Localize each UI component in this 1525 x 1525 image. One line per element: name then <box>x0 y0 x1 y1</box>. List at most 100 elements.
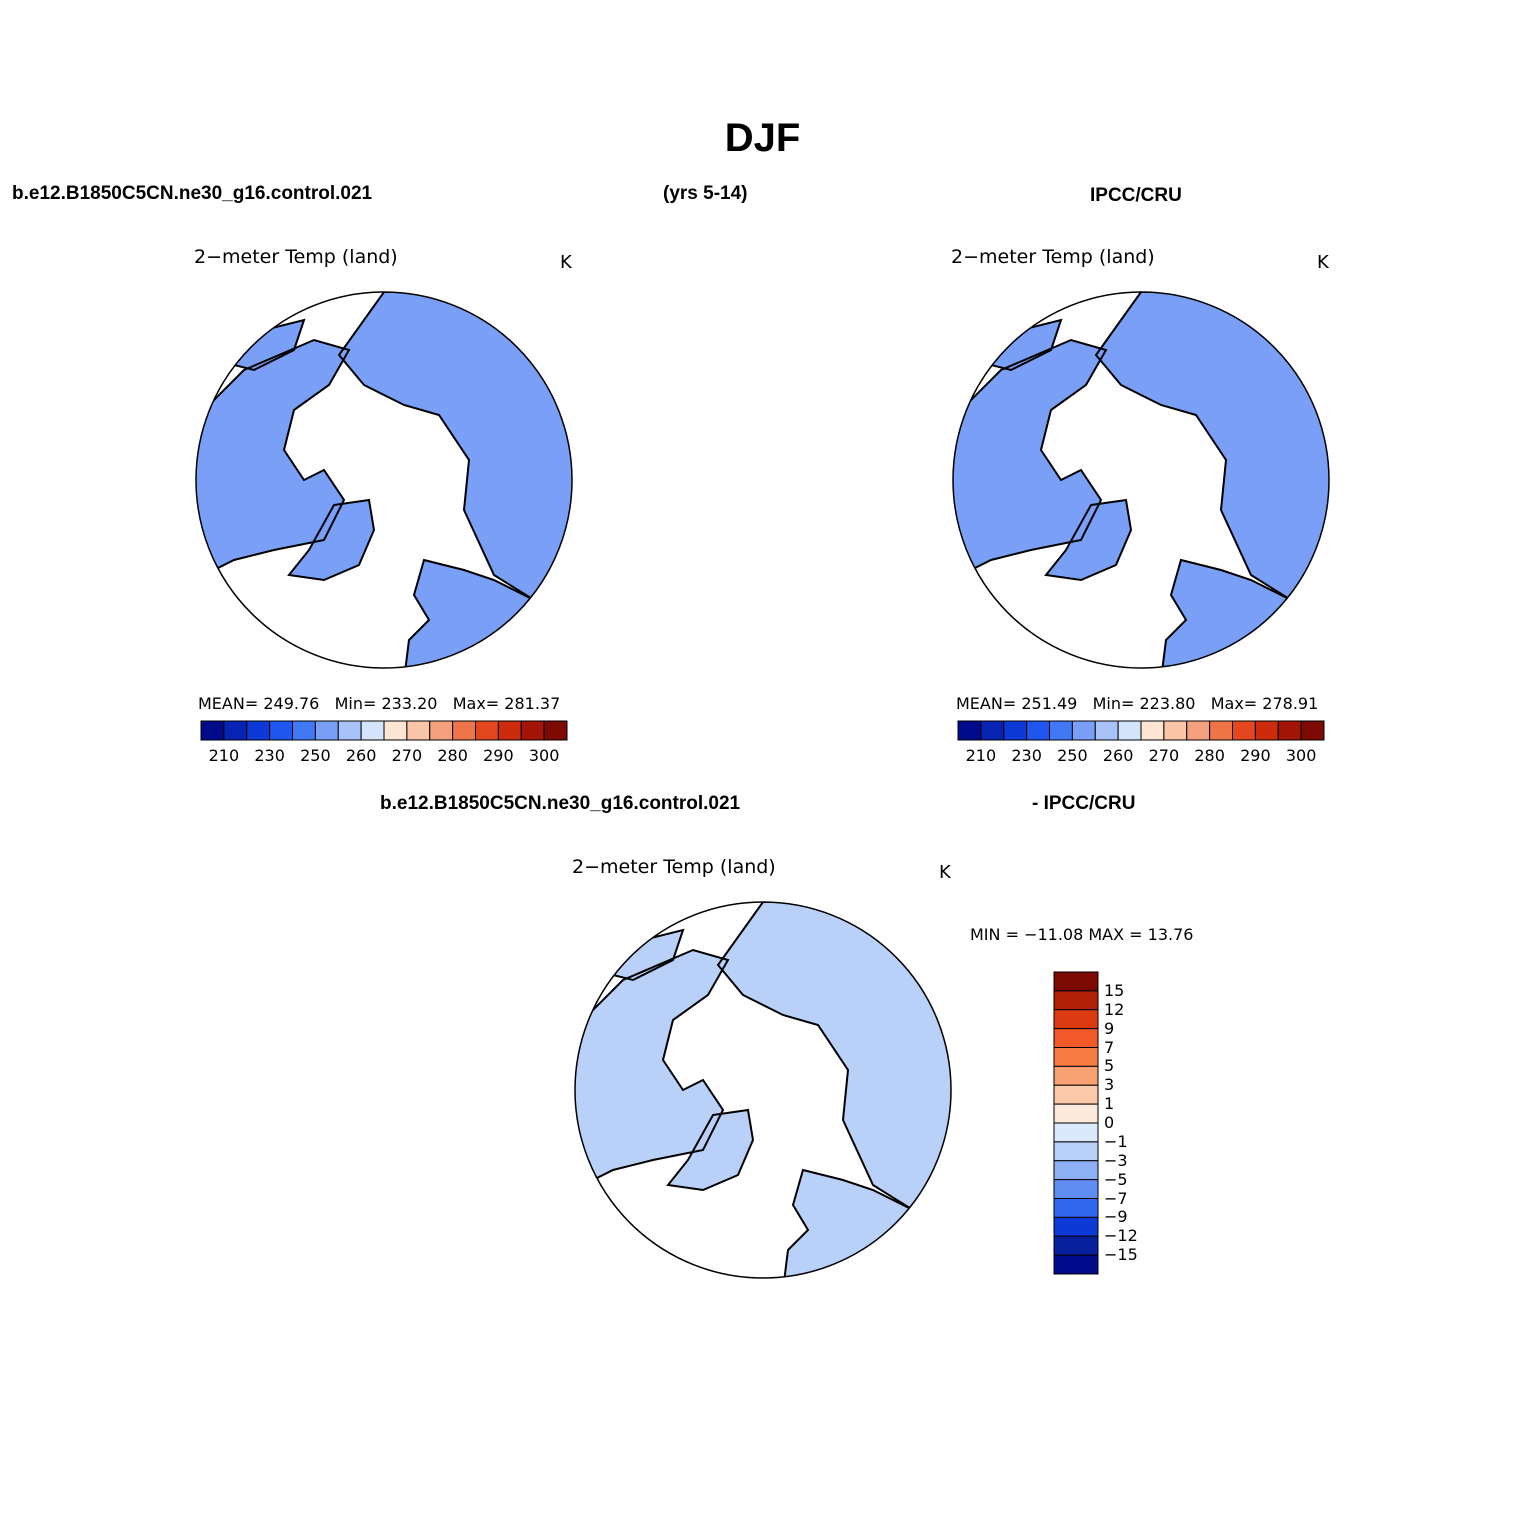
obs-panel-stats: MEAN= 251.49 Min= 223.80 Max= 278.91 <box>956 694 1318 713</box>
diff-colorbar-tick-label: −9 <box>1104 1207 1128 1227</box>
obs-colorbar-tick-label: 230 <box>1011 746 1042 765</box>
model-colorbar-swatch <box>383 720 408 741</box>
obs-colorbar-swatch <box>1300 720 1325 741</box>
obs-colorbar-swatch <box>1049 720 1073 741</box>
diff-case-label: b.e12.B1850C5CN.ne30_g16.control.021 <box>380 793 741 814</box>
obs-colorbar-tick-label: 270 <box>1148 746 1180 765</box>
obs-mean-value: 251.49 <box>1021 694 1078 713</box>
diff-panel-minmax: MIN = −11.08 MAX = 13.76 <box>970 925 1194 944</box>
diff-colorbar <box>1053 971 1099 1275</box>
diff-colorbar-swatch <box>1053 1103 1099 1124</box>
model-colorbar-tick-label: 280 <box>437 746 468 765</box>
model-colorbar-tick-label: 290 <box>483 746 514 765</box>
diff-colorbar-tick-label: −1 <box>1104 1131 1128 1151</box>
diff-colorbar-swatch <box>1053 1160 1099 1181</box>
model-colorbar-swatch <box>497 720 522 741</box>
obs-colorbar-tick-label: 250 <box>1057 746 1088 765</box>
years-label: (yrs 5-14) <box>663 183 748 204</box>
diff-colorbar-tick-label: 0 <box>1104 1113 1115 1132</box>
obs-colorbar-swatch <box>980 720 1005 741</box>
obs-mean-label: MEAN= <box>956 694 1017 713</box>
model-panel-stats: MEAN= 249.76 Min= 233.20 Max= 281.37 <box>198 694 560 713</box>
diff-colorbar-swatch <box>1053 1179 1099 1199</box>
obs-colorbar-swatch <box>1071 720 1096 741</box>
obs-colorbar <box>957 720 1325 741</box>
diff-colorbar-tick-label: 7 <box>1104 1037 1115 1057</box>
main-title: DJF <box>724 116 801 160</box>
diff-colorbar-tick-label: 5 <box>1104 1056 1115 1076</box>
diff-colorbar-swatch <box>1053 1047 1099 1067</box>
model-colorbar <box>200 720 568 741</box>
obs-max-value: 278.91 <box>1262 694 1319 713</box>
obs-label: IPCC/CRU <box>1090 185 1182 206</box>
model-panel-title: 2−meter Temp (land) <box>194 246 398 268</box>
diff-colorbar-tick-label: −12 <box>1104 1226 1138 1246</box>
model-colorbar-tick-label: 210 <box>208 746 240 765</box>
diff-colorbar-swatch <box>1053 971 1099 992</box>
obs-colorbar-swatch <box>1003 720 1028 741</box>
diff-colorbar-swatch <box>1053 1009 1099 1030</box>
model-colorbar-swatch <box>543 720 568 741</box>
model-colorbar-tick-label: 270 <box>391 746 423 765</box>
obs-map-boundary <box>952 291 1330 669</box>
model-min-label: Min= <box>334 694 377 713</box>
diff-colorbar-tick-label: −15 <box>1104 1245 1138 1265</box>
diff-colorbar-tick-label: 3 <box>1104 1075 1115 1095</box>
obs-colorbar-tick-label: 280 <box>1194 746 1225 765</box>
obs-colorbar-swatch <box>1026 720 1050 741</box>
diff-colorbar-swatch <box>1053 1028 1099 1048</box>
obs-map <box>953 292 1329 668</box>
model-colorbar-swatch <box>269 720 293 741</box>
model-panel-units: K <box>560 252 572 273</box>
model-colorbar-swatch <box>223 720 248 741</box>
model-colorbar-tick-label: 230 <box>254 746 285 765</box>
obs-colorbar-tick-label: 300 <box>1285 746 1317 765</box>
diff-map-land-base <box>575 902 951 1278</box>
obs-colorbar-tick-label: 210 <box>965 746 997 765</box>
model-mean-value: 249.76 <box>263 694 320 713</box>
obs-colorbar-swatch <box>1277 720 1302 741</box>
model-mean-label: MEAN= <box>198 694 259 713</box>
diff-colorbar-swatch <box>1053 1198 1099 1218</box>
diff-colorbar-swatch <box>1053 1141 1099 1162</box>
obs-colorbar-swatch <box>1117 720 1142 741</box>
diff-colorbar-swatch <box>1053 1122 1099 1143</box>
diff-colorbar-tick-label: −3 <box>1104 1150 1128 1170</box>
diff-colorbar-swatch <box>1053 1065 1099 1086</box>
model-colorbar-swatch <box>475 720 499 741</box>
obs-colorbar-swatch <box>1232 720 1256 741</box>
diff-map <box>575 902 951 1278</box>
obs-colorbar-swatch <box>1140 720 1165 741</box>
obs-colorbar-swatch <box>957 720 982 741</box>
model-colorbar-swatch <box>200 720 225 741</box>
diff-colorbar-tick-label: 9 <box>1104 1018 1115 1038</box>
obs-max-label: Max= <box>1210 694 1258 713</box>
obs-colorbar-tick-label: 290 <box>1240 746 1271 765</box>
obs-colorbar-swatch <box>1254 720 1279 741</box>
obs-panel-units: K <box>1317 252 1329 273</box>
obs-min-value: 223.80 <box>1139 694 1196 713</box>
model-colorbar-tick-label: 250 <box>300 746 331 765</box>
model-colorbar-swatch <box>246 720 271 741</box>
diff-map-boundary <box>574 901 952 1279</box>
obs-panel-title: 2−meter Temp (land) <box>951 246 1155 268</box>
diff-colorbar-tick-label: −5 <box>1104 1169 1128 1189</box>
diff-colorbar-tick-label: 1 <box>1104 1094 1115 1114</box>
diff-colorbar-swatch <box>1053 1254 1099 1275</box>
model-map-land-base <box>196 292 572 668</box>
obs-min-label: Min= <box>1092 694 1135 713</box>
obs-colorbar-swatch <box>1209 720 1233 741</box>
diff-obs-label: - IPCC/CRU <box>1032 793 1136 814</box>
model-colorbar-swatch <box>452 720 476 741</box>
model-min-value: 233.20 <box>381 694 438 713</box>
diff-colorbar-tick-label: 15 <box>1104 980 1125 1000</box>
case-label: b.e12.B1850C5CN.ne30_g16.control.021 <box>12 183 373 204</box>
diff-colorbar-tick-label: −7 <box>1104 1188 1128 1208</box>
diff-colorbar-tick-label: 12 <box>1104 999 1125 1019</box>
obs-colorbar-swatch <box>1094 720 1119 741</box>
diff-colorbar-swatch <box>1053 990 1099 1011</box>
model-max-value: 281.37 <box>504 694 561 713</box>
model-colorbar-swatch <box>429 720 454 741</box>
